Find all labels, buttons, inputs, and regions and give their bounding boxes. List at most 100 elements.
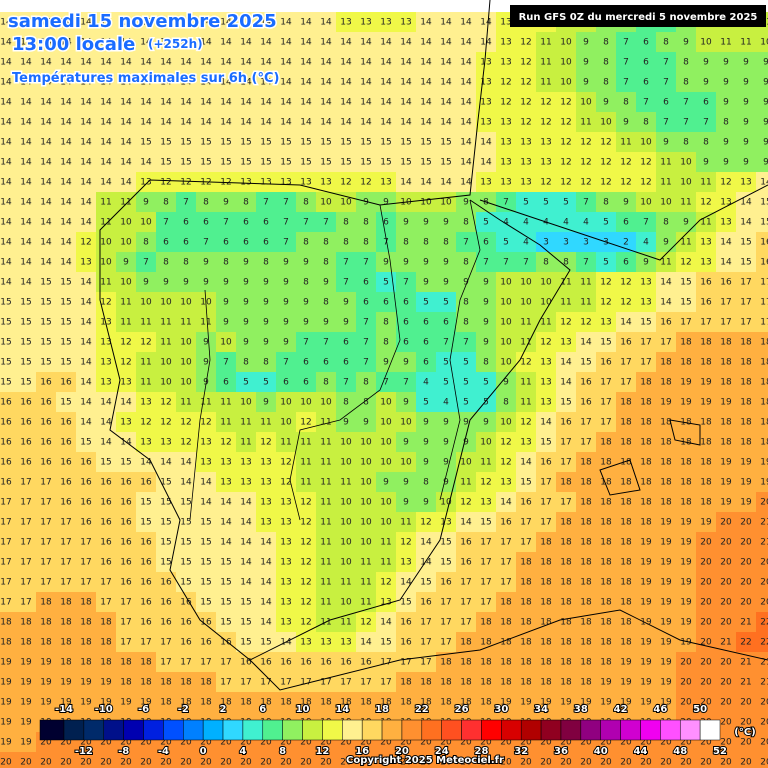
cell	[0, 292, 16, 312]
cell-value: 9	[143, 198, 149, 208]
cell	[216, 12, 236, 32]
cell-value: 19	[20, 718, 32, 728]
cell	[136, 12, 156, 32]
cell	[616, 92, 636, 112]
cell-value: 9	[443, 258, 449, 268]
colorbar-label: -12	[75, 746, 93, 757]
cell-value: 10	[340, 518, 352, 528]
cell-value: 10	[100, 258, 112, 268]
cell	[16, 32, 36, 52]
cell-value: 5	[483, 218, 489, 228]
cell-value: 17	[440, 598, 451, 608]
cell-value: 10	[180, 298, 192, 308]
cell-value: 18	[660, 438, 672, 448]
cell	[196, 252, 216, 272]
cell-value: 18	[580, 498, 592, 508]
cell-value: 19	[700, 518, 712, 528]
cell-value: 5	[543, 198, 549, 208]
cell	[556, 472, 576, 492]
cell-value: 14	[580, 338, 592, 348]
cell	[536, 432, 556, 452]
cell-value: 20	[720, 578, 732, 588]
cell-value: 20	[580, 758, 592, 768]
cell-value: 16	[20, 418, 32, 428]
cell	[236, 232, 256, 252]
cell	[236, 332, 256, 352]
cell-value: 6	[283, 378, 289, 388]
cell-value: 7	[323, 338, 329, 348]
cell	[696, 212, 716, 232]
cell	[316, 312, 336, 332]
cell-value: 17	[640, 358, 651, 368]
time: 13:00 locale	[12, 34, 135, 55]
cell-value: 16	[140, 538, 152, 548]
cell-value: 7	[643, 98, 649, 108]
cell	[696, 292, 716, 312]
cell	[756, 352, 768, 372]
cell-value: 7	[403, 378, 409, 388]
cell-value: 9	[743, 98, 749, 108]
cell-value: 20	[720, 558, 732, 568]
cell-value: 6	[303, 358, 309, 368]
cell	[196, 312, 216, 332]
cell	[156, 392, 176, 412]
cell	[456, 412, 476, 432]
cell-value: 9	[203, 258, 209, 268]
cell	[316, 72, 336, 92]
cell	[236, 292, 256, 312]
cell-value: 17	[720, 318, 731, 328]
cell	[16, 332, 36, 352]
cell-value: 16	[600, 358, 612, 368]
cell	[436, 12, 456, 32]
cell-value: 15	[20, 298, 31, 308]
cell-value: 15	[160, 158, 171, 168]
cell	[416, 332, 436, 352]
cell	[276, 152, 296, 172]
cell-value: 14	[80, 298, 92, 308]
cell-value: 18	[140, 678, 152, 688]
cell	[296, 172, 316, 192]
cell	[536, 412, 556, 432]
cell-value: 6	[263, 238, 269, 248]
cell	[156, 432, 176, 452]
cell-value: 18	[660, 498, 672, 508]
cell-value: 4	[643, 238, 649, 248]
colorbar-label: 30	[494, 704, 508, 715]
cell	[536, 392, 556, 412]
cell-value: 13	[120, 418, 131, 428]
cell	[516, 252, 536, 272]
cell	[356, 112, 376, 132]
cell	[156, 272, 176, 292]
cell-value: 9	[423, 278, 429, 288]
cell	[496, 172, 516, 192]
cell-value: 14	[260, 98, 272, 108]
cell-value: 7	[683, 118, 689, 128]
cell-value: 20	[700, 598, 712, 608]
cell	[536, 52, 556, 72]
cell	[216, 452, 236, 472]
cell-value: 13	[260, 178, 271, 188]
colorbar-swatch	[441, 719, 462, 741]
cell	[756, 52, 768, 72]
cell	[336, 352, 356, 372]
cell	[576, 32, 596, 52]
cell	[236, 452, 256, 472]
cell-value: 18	[640, 478, 652, 488]
cell-value: 11	[320, 558, 331, 568]
cell-value: 20	[700, 538, 712, 548]
cell-value: 12	[600, 278, 611, 288]
cell	[36, 112, 56, 132]
cell	[56, 332, 76, 352]
cell-value: 18	[600, 538, 612, 548]
cell-value: 15	[60, 298, 71, 308]
cell-value: 19	[660, 658, 672, 668]
cell-value: 10	[320, 198, 332, 208]
cell-value: 20	[740, 698, 752, 708]
cell-value: 14	[40, 158, 52, 168]
cell-value: 5	[563, 198, 569, 208]
cell-value: 13	[140, 438, 151, 448]
cell	[216, 432, 236, 452]
cell-value: 8	[603, 198, 609, 208]
cell	[656, 372, 676, 392]
cell-value: 9	[723, 58, 729, 68]
